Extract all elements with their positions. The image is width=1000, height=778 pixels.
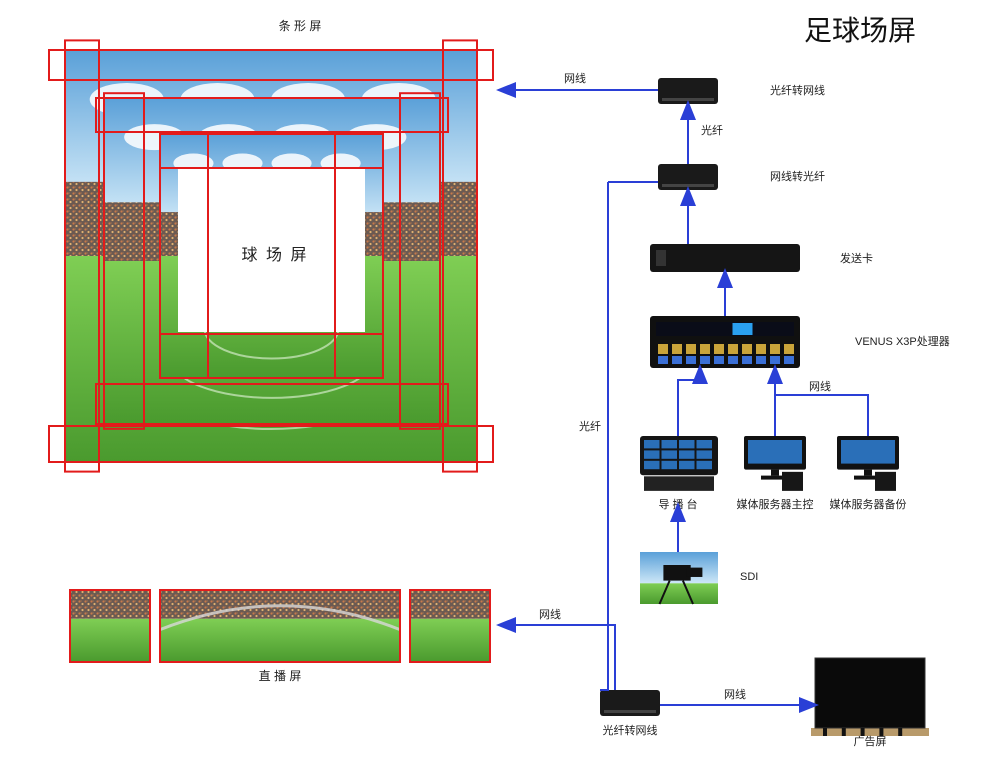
- svg-text:光纤转网线: 光纤转网线: [603, 723, 658, 737]
- fiber-converter-3: [600, 690, 660, 716]
- svg-text:网线: 网线: [724, 687, 746, 701]
- ad-screen: [811, 658, 929, 736]
- media-server-main: [744, 436, 806, 491]
- strip-screen-label: 条 形 屏: [279, 19, 322, 33]
- svg-text:VENUS X3P处理器: VENUS X3P处理器: [855, 335, 950, 348]
- stadium-screen-label: 球 场 屏: [242, 246, 309, 264]
- svg-text:网线转光纤: 网线转光纤: [770, 169, 825, 183]
- fiber-converter-1: [658, 78, 718, 104]
- svg-text:网线: 网线: [564, 71, 586, 85]
- camera: [640, 552, 718, 604]
- fiber-converter-2: [658, 164, 718, 190]
- live-screen-0: [70, 590, 150, 662]
- processor: [650, 316, 800, 368]
- arrow-director-to-proc: [678, 368, 700, 436]
- svg-text:光纤转网线: 光纤转网线: [770, 83, 825, 97]
- svg-text:媒体服务器备份: 媒体服务器备份: [830, 497, 907, 511]
- arrow-media-to-proc: [775, 395, 868, 436]
- live-screen-1: [160, 590, 400, 662]
- live-screen-2: [410, 590, 490, 662]
- arrow-fiber-down: [600, 182, 608, 690]
- svg-text:网线: 网线: [809, 379, 831, 393]
- svg-text:网线: 网线: [539, 607, 561, 621]
- svg-text:发送卡: 发送卡: [840, 251, 873, 265]
- media-server-backup: [837, 436, 899, 491]
- svg-text:光纤: 光纤: [579, 419, 601, 433]
- svg-text:广告屏: 广告屏: [854, 735, 887, 748]
- live-screens: [70, 590, 490, 662]
- svg-text:光纤: 光纤: [701, 123, 723, 137]
- page-title: 足球场屏: [804, 15, 916, 46]
- svg-text:SDI: SDI: [740, 571, 758, 583]
- live-screen-label: 直 播 屏: [259, 669, 302, 683]
- director-console: [640, 436, 718, 491]
- send-card: [650, 244, 800, 272]
- svg-text:媒体服务器主控: 媒体服务器主控: [737, 497, 814, 511]
